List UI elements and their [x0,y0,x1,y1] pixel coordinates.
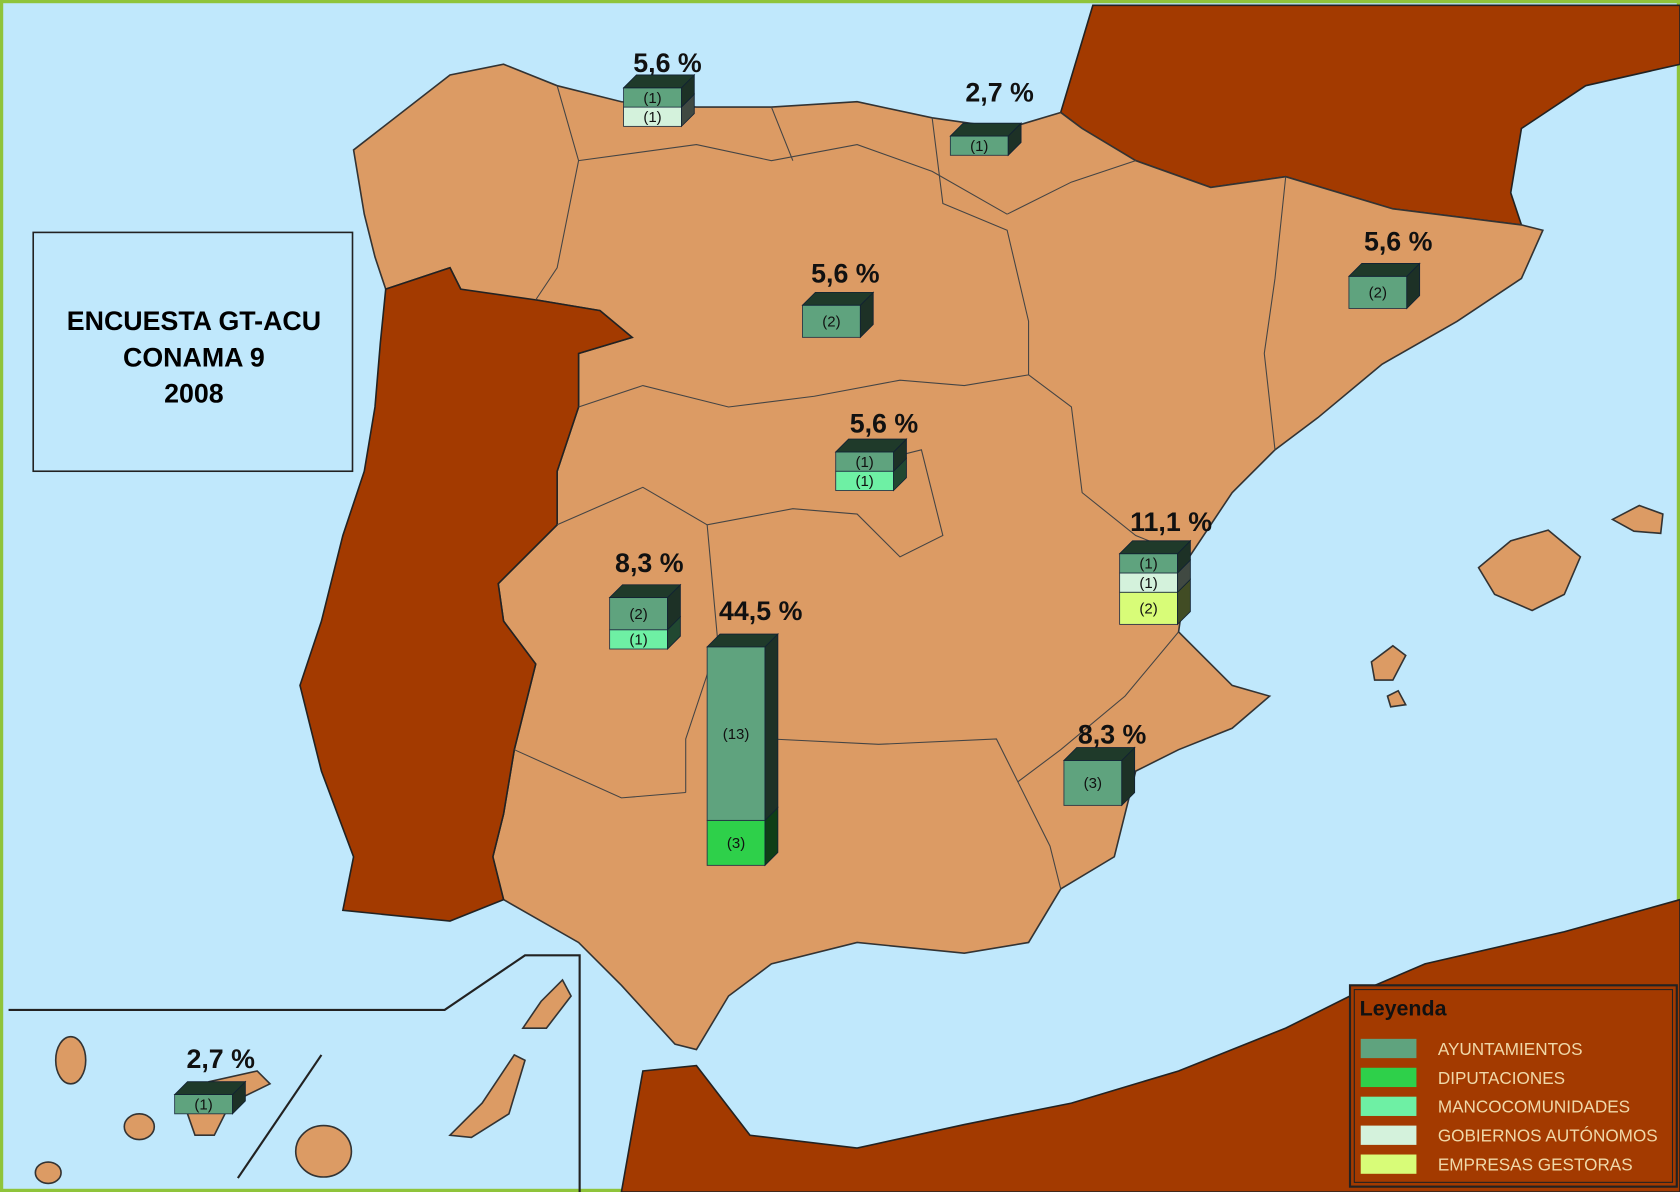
title-box [32,231,354,473]
bar-segment [1119,591,1178,625]
bar-top [1062,747,1136,761]
bar-top [834,438,908,453]
segment-label: (1) [643,109,661,126]
region-percent: 11,1 % [1130,507,1212,537]
region-percent: 44,5 % [719,596,803,626]
legend-label: EMPRESAS GESTORAS [1438,1155,1633,1175]
title-line: ENCUESTA GT-ACU [67,306,321,336]
region-percent: 5,6 % [633,48,702,78]
segment-label: (2) [1369,285,1387,302]
legend-label: AYUNTAMIENTOS [1438,1039,1583,1059]
bar-segment [609,597,668,631]
bar-segment [1063,759,1123,806]
legend-label: GOBIERNOS AUTÓNOMOS [1438,1126,1658,1146]
segment-label: (1) [629,632,647,649]
segment-label: (1) [855,454,873,471]
bar-top [706,633,779,648]
segment-label: (3) [1084,775,1102,792]
region-percent: 2,7 % [965,78,1034,108]
bar-side [764,632,779,822]
segment-label: (13) [723,726,750,743]
legend-label: MANCOCOMUNIDADES [1438,1097,1630,1117]
legend-swatch [1360,1125,1417,1145]
balearic-islands [1370,504,1664,708]
bar-segment [706,646,766,821]
region-percent: 8,3 % [615,548,684,578]
region-percent: 8,3 % [1078,719,1147,749]
legend-title: Leyenda [1360,996,1448,1020]
segment-label: (2) [822,314,840,331]
segment-label: (1) [1139,556,1157,573]
bar-top [173,1081,247,1095]
segment-label: (1) [643,90,661,107]
legend-swatch [1360,1067,1417,1088]
region-percent: 5,6 % [850,409,919,439]
bar-top [622,74,696,89]
segment-label: (1) [194,1097,212,1114]
inset-divider [236,1054,323,1179]
legend-inner [1353,989,1674,1183]
bar-segment [802,304,861,338]
segment-label: (1) [855,473,873,490]
bar-top [949,122,1023,137]
title-line: CONAMA 9 [123,342,265,372]
legend-swatch [1360,1038,1417,1059]
segment-label: (2) [1139,601,1157,618]
legend-items: AYUNTAMIENTOS DIPUTACIONES MANCOCOMUNIDADE… [1360,1038,1658,1175]
region-percent: 5,6 % [1364,227,1433,257]
legend-swatch [1360,1096,1417,1116]
segment-label: (1) [970,138,988,155]
legend-label: DIPUTACIONES [1438,1068,1565,1088]
region-borders [514,85,1287,890]
region-percent: 5,6 % [811,259,880,289]
bar-top [1118,540,1192,555]
bar-segment [1348,275,1408,309]
portugal [299,266,634,922]
region-percent: 2,7 % [186,1044,255,1074]
bar-top [1347,263,1421,277]
title-line: 2008 [164,379,224,409]
bars: 5,6 % (1) (1) 2,7 % (1) 5,6 % (2) 5,6 % (2) 5,6 %… [173,48,1433,1115]
segment-label: (3) [727,835,745,852]
bar-top [608,584,682,599]
segment-label: (1) [1139,575,1157,592]
bar-top [801,291,875,306]
canary-inset-frame [8,954,581,1192]
legend-swatch [1360,1154,1417,1174]
segment-label: (2) [629,606,647,623]
